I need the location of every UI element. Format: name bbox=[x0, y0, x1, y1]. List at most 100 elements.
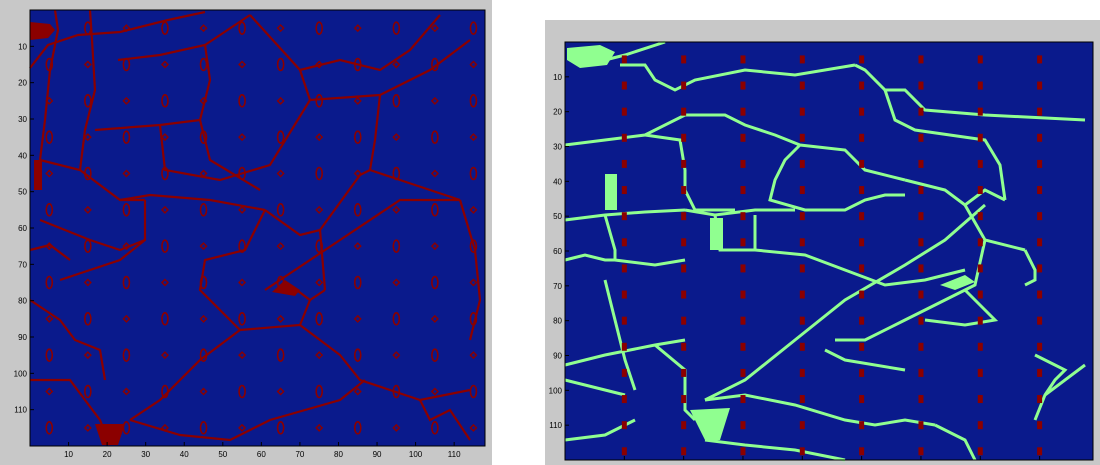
left-dot-grid bbox=[45, 21, 478, 435]
grid-marker bbox=[918, 421, 924, 430]
grain-boundary-line bbox=[264, 209, 327, 291]
grid-marker bbox=[740, 316, 746, 325]
grid-marker bbox=[276, 421, 285, 435]
grid-marker bbox=[45, 387, 54, 396]
grid-marker bbox=[621, 212, 627, 221]
grid-marker bbox=[918, 368, 924, 377]
grid-marker bbox=[199, 57, 208, 72]
grid-marker bbox=[799, 447, 805, 456]
y-tick-label: 90 bbox=[18, 333, 27, 342]
grid-marker bbox=[681, 447, 687, 456]
grid-marker bbox=[353, 275, 362, 290]
grid-marker bbox=[977, 133, 983, 142]
grid-marker bbox=[122, 242, 131, 251]
grid-marker bbox=[977, 290, 983, 299]
grid-marker bbox=[353, 387, 362, 396]
grid-marker bbox=[469, 166, 478, 181]
grid-marker bbox=[859, 316, 865, 325]
grid-marker bbox=[977, 159, 983, 168]
grain-boundary-line bbox=[883, 89, 1007, 201]
grid-marker bbox=[199, 242, 208, 251]
grid-marker bbox=[276, 203, 285, 217]
filled-grain-region bbox=[710, 218, 723, 250]
grid-marker bbox=[1037, 238, 1043, 247]
grid-marker bbox=[315, 278, 324, 287]
grid-marker bbox=[799, 395, 805, 404]
grid-marker bbox=[315, 21, 323, 35]
grid-marker bbox=[681, 395, 687, 404]
grid-marker bbox=[918, 238, 924, 247]
grid-marker bbox=[859, 81, 865, 90]
grid-marker bbox=[392, 278, 401, 287]
grid-marker bbox=[681, 159, 687, 168]
x-tick-label: 100 bbox=[409, 450, 423, 459]
grid-marker bbox=[681, 342, 687, 351]
grid-marker bbox=[122, 314, 131, 323]
grid-marker bbox=[681, 212, 687, 221]
grid-marker bbox=[621, 107, 627, 116]
grid-marker bbox=[621, 290, 627, 299]
grid-marker bbox=[621, 342, 627, 351]
grid-marker bbox=[1037, 81, 1043, 90]
grid-marker bbox=[977, 368, 983, 377]
grid-marker bbox=[84, 239, 92, 253]
grid-marker bbox=[315, 423, 324, 432]
grid-marker bbox=[859, 421, 865, 430]
grid-marker bbox=[977, 238, 983, 247]
x-tick-label: 90 bbox=[373, 450, 382, 459]
grid-marker bbox=[45, 130, 54, 144]
grid-marker bbox=[238, 21, 246, 35]
grid-marker bbox=[315, 60, 324, 69]
grain-boundary-line bbox=[59, 200, 147, 282]
left-filled-regions bbox=[30, 22, 300, 445]
grid-marker bbox=[122, 203, 131, 217]
grain-boundary-line bbox=[603, 279, 637, 391]
grid-marker bbox=[1037, 55, 1043, 64]
grid-marker bbox=[918, 447, 924, 456]
grid-marker bbox=[238, 312, 246, 326]
grid-marker bbox=[161, 166, 169, 181]
grid-marker bbox=[799, 133, 805, 142]
grid-marker bbox=[859, 55, 865, 64]
grid-marker bbox=[84, 21, 92, 35]
grid-marker bbox=[353, 169, 362, 178]
grain-boundary-line bbox=[704, 438, 846, 462]
grid-marker bbox=[1037, 290, 1043, 299]
y-tick-label: 100 bbox=[14, 369, 28, 378]
grain-boundary-line bbox=[129, 379, 366, 442]
grid-marker bbox=[469, 312, 478, 326]
grid-marker bbox=[276, 96, 285, 105]
grid-marker bbox=[45, 348, 54, 362]
filled-grain-region bbox=[95, 424, 125, 445]
grid-marker bbox=[1037, 421, 1043, 430]
grid-marker bbox=[1037, 316, 1043, 325]
grid-marker bbox=[469, 94, 478, 108]
grid-marker bbox=[122, 57, 131, 72]
grid-marker bbox=[621, 316, 627, 325]
grid-marker bbox=[859, 368, 865, 377]
grid-marker bbox=[740, 159, 746, 168]
grid-marker bbox=[977, 342, 983, 351]
grid-marker bbox=[977, 81, 983, 90]
grid-marker bbox=[392, 60, 401, 69]
y-tick-label: 50 bbox=[18, 188, 27, 197]
grid-marker bbox=[621, 186, 627, 195]
grid-marker bbox=[392, 239, 401, 253]
grid-marker bbox=[430, 242, 439, 251]
grid-marker bbox=[977, 447, 983, 456]
grid-marker bbox=[353, 314, 362, 323]
x-tick-label: 30 bbox=[141, 450, 150, 459]
grain-boundary-line bbox=[198, 209, 266, 331]
grid-marker bbox=[799, 159, 805, 168]
grain-boundary-line bbox=[704, 393, 936, 427]
grain-boundary-line bbox=[754, 248, 966, 287]
grid-marker bbox=[681, 107, 687, 116]
grid-marker bbox=[859, 447, 865, 456]
y-tick-label: 30 bbox=[553, 143, 562, 152]
x-tick-label: 110 bbox=[448, 450, 461, 459]
grid-marker bbox=[918, 81, 924, 90]
grid-marker bbox=[122, 130, 131, 144]
grid-marker bbox=[276, 169, 285, 178]
grid-marker bbox=[353, 24, 362, 33]
grid-marker bbox=[315, 205, 324, 214]
